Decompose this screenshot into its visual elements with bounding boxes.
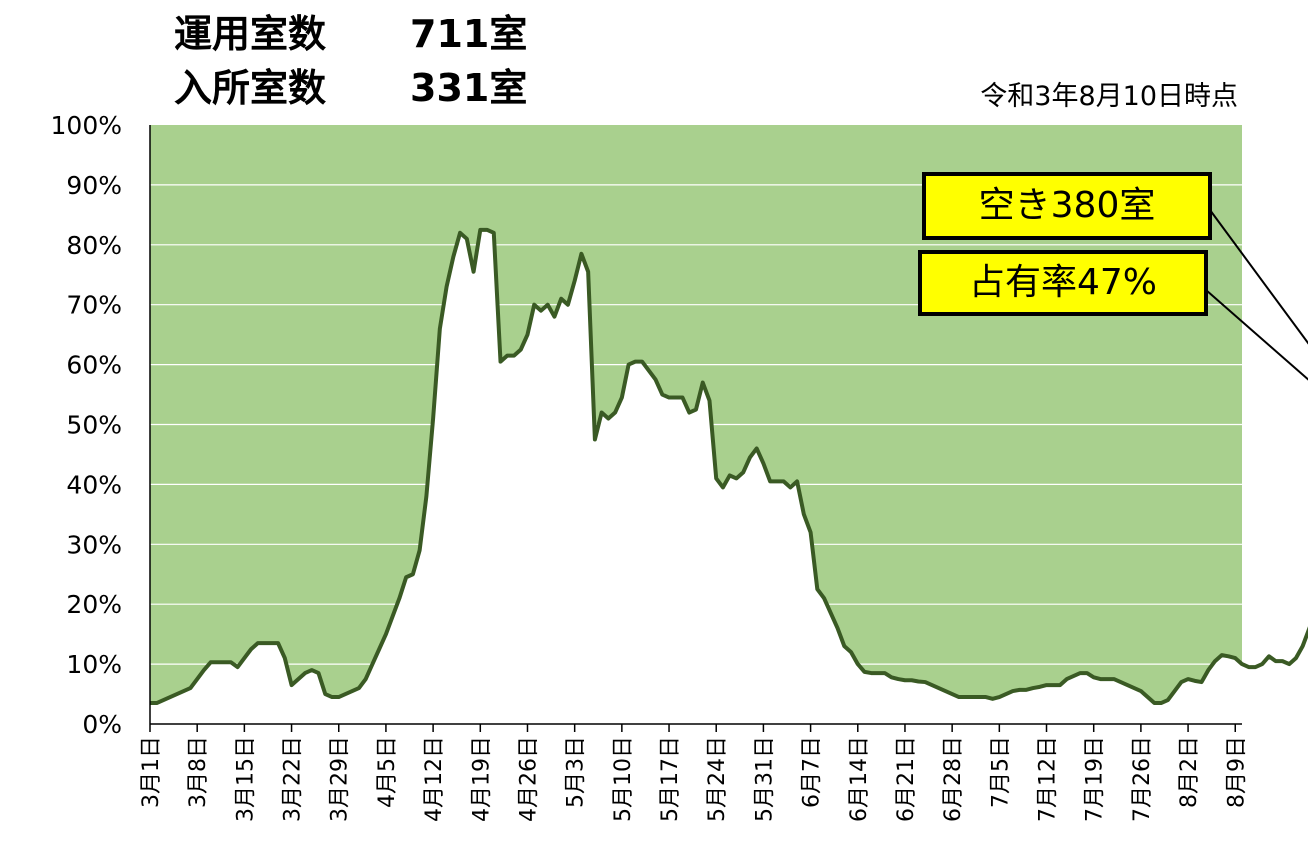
y-tick-label: 90% [66,171,122,200]
admitted-rooms-line: 入所室数 331室 [174,66,527,110]
x-tick-label: 3月8日 [186,736,211,808]
x-tick-label: 7月12日 [1036,736,1061,822]
y-tick-label: 30% [66,530,122,559]
x-tick-label: 6月21日 [894,736,919,822]
occupancy-rate-callout: 占有率47% [918,250,1208,316]
x-tick-label: 8月9日 [1224,736,1249,808]
x-tick-label: 6月7日 [800,736,825,808]
x-tick-label: 6月28日 [941,736,966,822]
y-tick-label: 60% [66,351,122,380]
y-tick-label: 80% [66,231,122,260]
x-tick-label: 5月31日 [752,736,777,822]
y-tick-label: 70% [66,291,122,320]
x-tick-label: 5月3日 [564,736,589,808]
occupancy-callout-pointer [1205,289,1308,381]
x-tick-label: 3月15日 [233,736,258,822]
x-tick-label: 5月17日 [658,736,683,822]
y-tick-label: 40% [66,470,122,499]
x-tick-label: 7月26日 [1130,736,1155,822]
x-tick-label: 5月10日 [611,736,636,822]
x-tick-label: 5月24日 [705,736,730,822]
operating-rooms-label: 運用室数 [174,12,327,56]
y-tick-label: 0% [82,710,122,739]
occupancy-line [150,227,1308,706]
vacant-rooms-callout: 空き380室 [922,172,1212,240]
x-tick-label: 4月12日 [422,736,447,822]
x-tick-label: 4月5日 [375,736,400,808]
x-tick-label: 3月1日 [139,736,164,808]
x-tick-label: 4月19日 [469,736,494,822]
vacant-callout-pointer [1209,209,1308,345]
admitted-rooms-value: 331室 [410,66,528,110]
x-tick-label: 3月29日 [328,736,353,822]
operating-rooms-line: 運用室数 711室 [174,12,527,56]
x-tick-label: 6月14日 [847,736,872,822]
y-tick-label: 50% [66,411,122,440]
x-tick-label: 8月2日 [1177,736,1202,808]
y-tick-label: 10% [66,650,122,679]
x-tick-label: 3月22日 [281,736,306,822]
admitted-rooms-label: 入所室数 [174,66,327,110]
as-of-date: 令和3年8月10日時点 [980,81,1238,112]
y-tick-label: 20% [66,590,122,619]
x-tick-label: 7月5日 [988,736,1013,808]
x-tick-label: 7月19日 [1083,736,1108,822]
operating-rooms-value: 711室 [410,12,528,56]
x-tick-label: 4月26日 [516,736,541,822]
y-tick-label: 100% [51,111,122,140]
